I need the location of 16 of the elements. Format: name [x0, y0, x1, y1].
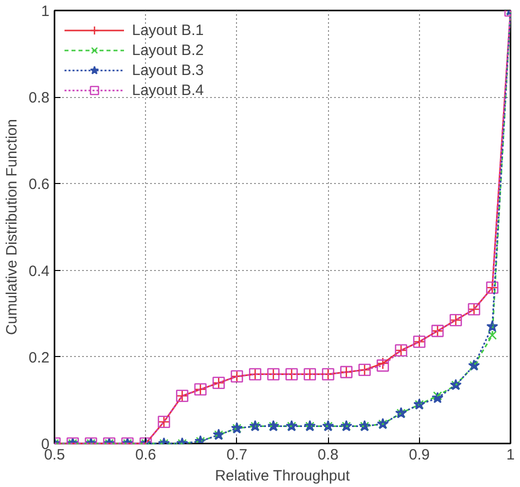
y-tick-label: 0.6 — [28, 176, 50, 194]
x-tick-label: 1 — [506, 446, 515, 464]
y-tick-label: 0.8 — [28, 90, 50, 107]
y-tick-label: 1 — [41, 3, 50, 20]
y-tick-label: 0.2 — [28, 349, 50, 366]
legend-label: Layout B.1 — [132, 22, 204, 38]
legend-label: Layout B.2 — [132, 42, 204, 58]
x-tick-label: 0.8 — [318, 446, 339, 464]
x-axis-title: Relative Throughput — [214, 468, 351, 484]
y-tick-label: 0.4 — [28, 262, 50, 280]
x-tick-label: 0.7 — [226, 446, 248, 464]
x-tick-label: 0.6 — [135, 446, 156, 464]
y-axis-title: Cumulative Distribution Function — [4, 119, 21, 335]
legend-label: Layout B.3 — [132, 62, 204, 78]
x-tick-label: 0.9 — [408, 446, 430, 464]
legend-label: Layout B.4 — [132, 82, 204, 98]
